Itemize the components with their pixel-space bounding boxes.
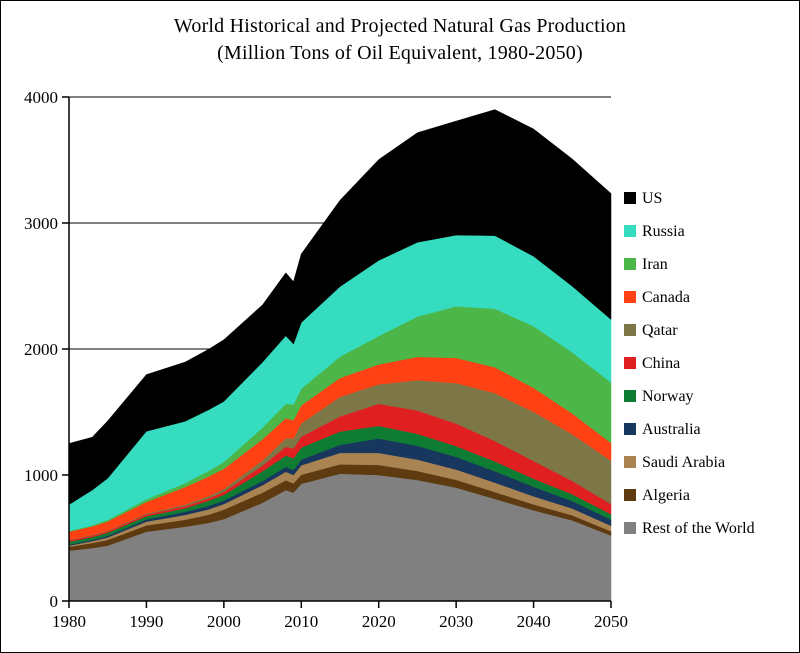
legend-label-qatar: Qatar bbox=[642, 322, 678, 339]
legend-swatch-norway bbox=[624, 390, 636, 402]
x-tick-label-2010: 2010 bbox=[284, 612, 318, 631]
y-tick-label-3000: 3000 bbox=[24, 214, 58, 233]
chart-title-line2: (Million Tons of Oil Equivalent, 1980-20… bbox=[217, 42, 583, 64]
x-tick-label-1990: 1990 bbox=[129, 612, 163, 631]
y-tick-label-4000: 4000 bbox=[24, 88, 58, 107]
x-tick-label-2000: 2000 bbox=[207, 612, 241, 631]
legend-swatch-iran bbox=[624, 258, 636, 270]
legend-swatch-china bbox=[624, 357, 636, 369]
chart-title: World Historical and Projected Natural G… bbox=[1, 13, 799, 67]
legend-label-china: China bbox=[642, 355, 680, 372]
legend-swatch-us bbox=[624, 192, 636, 204]
y-tick-label-2000: 2000 bbox=[24, 340, 58, 359]
x-tick-label-2040: 2040 bbox=[517, 612, 551, 631]
x-tick-label-1980: 1980 bbox=[52, 612, 86, 631]
legend-label-us: US bbox=[642, 190, 662, 207]
legend-swatch-russia bbox=[624, 225, 636, 237]
area-series-us bbox=[68, 109, 612, 506]
legend-label-australia: Australia bbox=[642, 421, 701, 438]
legend-label-algeria: Algeria bbox=[642, 487, 690, 504]
y-tick-label-1000: 1000 bbox=[24, 466, 58, 485]
x-tick-label-2030: 2030 bbox=[439, 612, 473, 631]
legend-swatch-saudi-arabia bbox=[624, 456, 636, 468]
chart-title-line1: World Historical and Projected Natural G… bbox=[173, 15, 627, 37]
legend-label-saudi-arabia: Saudi Arabia bbox=[642, 454, 725, 471]
legend-swatch-qatar bbox=[624, 324, 636, 336]
legend-label-iran: Iran bbox=[642, 256, 668, 273]
legend-label-rest-of-the-world: Rest of the World bbox=[642, 520, 755, 537]
legend-swatch-algeria bbox=[624, 489, 636, 501]
legend-label-canada: Canada bbox=[642, 289, 690, 306]
x-tick-label-2020: 2020 bbox=[362, 612, 396, 631]
legend-label-russia: Russia bbox=[642, 223, 685, 240]
y-tick-label-0: 0 bbox=[50, 592, 59, 611]
legend-swatch-rest-of-the-world bbox=[624, 522, 636, 534]
legend-label-norway: Norway bbox=[642, 388, 694, 405]
legend-swatch-australia bbox=[624, 423, 636, 435]
x-tick-label-2050: 2050 bbox=[594, 612, 628, 631]
legend-swatch-canada bbox=[624, 291, 636, 303]
